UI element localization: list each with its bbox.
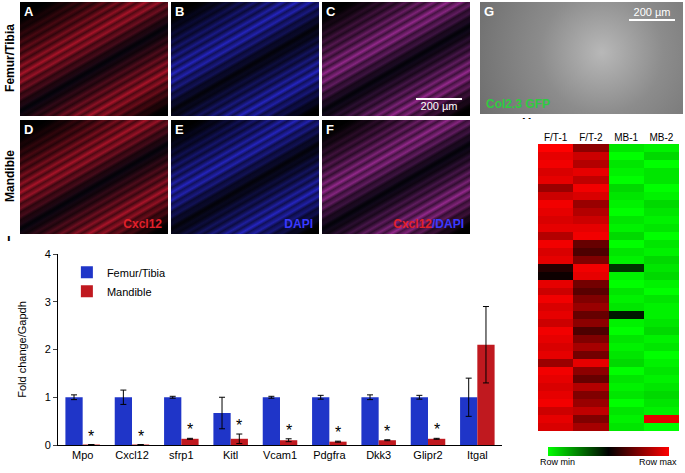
svg-text:*: * — [335, 424, 341, 441]
svg-text:Vcam1: Vcam1 — [263, 449, 297, 461]
svg-text:I: I — [7, 236, 11, 244]
svg-text:*: * — [236, 417, 242, 434]
svg-text:MB-1: MB-1 — [614, 132, 638, 143]
html-text:G: G — [484, 4, 495, 19]
svg-text:*: * — [434, 421, 440, 438]
html-text:Femur/Tibia: Femur/Tibia — [3, 24, 17, 92]
svg-text:Itgal: Itgal — [467, 449, 488, 461]
svg-text:*: * — [187, 421, 193, 438]
svg-text:*: * — [384, 423, 390, 440]
svg-text:*: * — [88, 428, 94, 445]
svg-text:Row max: Row max — [639, 457, 677, 467]
svg-text:Mandible: Mandible — [107, 286, 152, 298]
svg-text:0: 0 — [45, 439, 51, 451]
svg-text:Glipr2: Glipr2 — [413, 449, 442, 461]
svg-text:Fold change/Gapdh: Fold change/Gapdh — [16, 301, 28, 398]
svg-text:Row min: Row min — [540, 457, 575, 467]
svg-text:*: * — [286, 422, 292, 439]
html-text:Cxcl12: Cxcl12 — [123, 217, 162, 231]
html-text:C: C — [326, 4, 336, 19]
svg-text:H: H — [522, 118, 531, 122]
svg-text:4: 4 — [45, 248, 51, 260]
html-text:Cxcl12 /DAPI: Cxcl12 /DAPI — [393, 217, 464, 231]
svg-text:1: 1 — [45, 391, 51, 403]
html-text:E: E — [175, 122, 184, 137]
html-text:Col2.3 GFP: Col2.3 GFP — [486, 97, 550, 111]
svg-text:Mpo: Mpo — [72, 449, 93, 461]
html-text:B: B — [175, 4, 185, 19]
svg-text:Pdgfra: Pdgfra — [313, 449, 346, 461]
svg-text:*: * — [138, 428, 144, 445]
html-text:D: D — [24, 122, 34, 137]
svg-text:Kitl: Kitl — [223, 449, 238, 461]
svg-text:MB-2: MB-2 — [649, 132, 673, 143]
svg-text:Femur/Tibia: Femur/Tibia — [107, 267, 166, 279]
svg-text:F/T-1: F/T-1 — [544, 132, 568, 143]
svg-text:Cxcl12: Cxcl12 — [115, 449, 149, 461]
html-text:200 µm: 200 µm — [420, 100, 458, 112]
svg-text:sfrp1: sfrp1 — [169, 449, 193, 461]
html-text:DAPI: DAPI — [284, 217, 313, 231]
svg-text:2: 2 — [45, 343, 51, 355]
html-text:Mandible: Mandible — [3, 150, 17, 202]
svg-text:F/T-2: F/T-2 — [579, 132, 603, 143]
html-text:F: F — [326, 122, 334, 137]
svg-text:Dkk3: Dkk3 — [366, 449, 391, 461]
html-text:200 µm: 200 µm — [633, 6, 671, 18]
html-text:A: A — [24, 4, 34, 19]
svg-text:3: 3 — [45, 296, 51, 308]
